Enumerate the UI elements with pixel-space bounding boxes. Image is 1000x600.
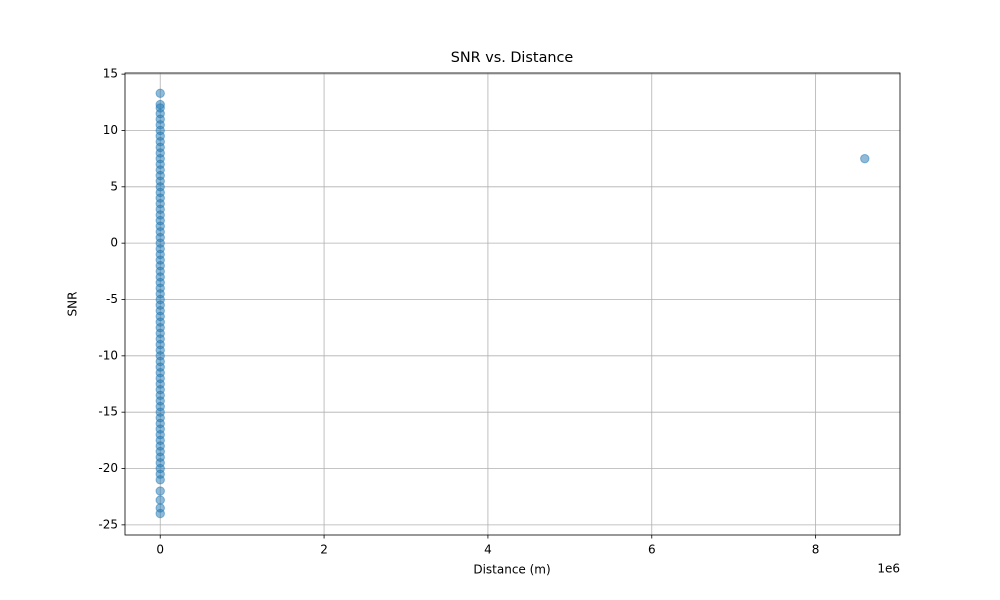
y-tick-label: 5 xyxy=(110,179,118,193)
y-tick-label: -10 xyxy=(98,348,118,362)
x-tick-label: 6 xyxy=(648,543,656,557)
point xyxy=(155,486,165,496)
y-tick-label: 0 xyxy=(110,236,118,250)
x-tick-label: 4 xyxy=(484,543,492,557)
x-axis-label: Distance (m) xyxy=(473,563,550,577)
x-tick-label: 2 xyxy=(320,543,328,557)
x-tick-label: 0 xyxy=(156,543,164,557)
y-tick-label: -15 xyxy=(98,405,118,419)
points-layer xyxy=(155,88,870,519)
point xyxy=(155,495,165,505)
point xyxy=(155,508,165,519)
y-tick-label: -5 xyxy=(106,292,118,306)
x-offset-label: 1e6 xyxy=(877,562,900,576)
point xyxy=(860,153,870,164)
plot-frame xyxy=(124,72,901,536)
chart-title: SNR vs. Distance xyxy=(451,50,574,66)
grid-layer xyxy=(125,73,900,535)
point xyxy=(155,88,165,98)
y-tick-label: -25 xyxy=(98,517,118,531)
y-tick-label: 10 xyxy=(103,123,118,137)
point xyxy=(155,475,165,485)
y-tick-label: 15 xyxy=(103,67,118,81)
y-axis-label: SNR xyxy=(66,292,80,317)
y-tick-label: -20 xyxy=(98,461,118,475)
x-tick-label: 8 xyxy=(812,543,820,557)
